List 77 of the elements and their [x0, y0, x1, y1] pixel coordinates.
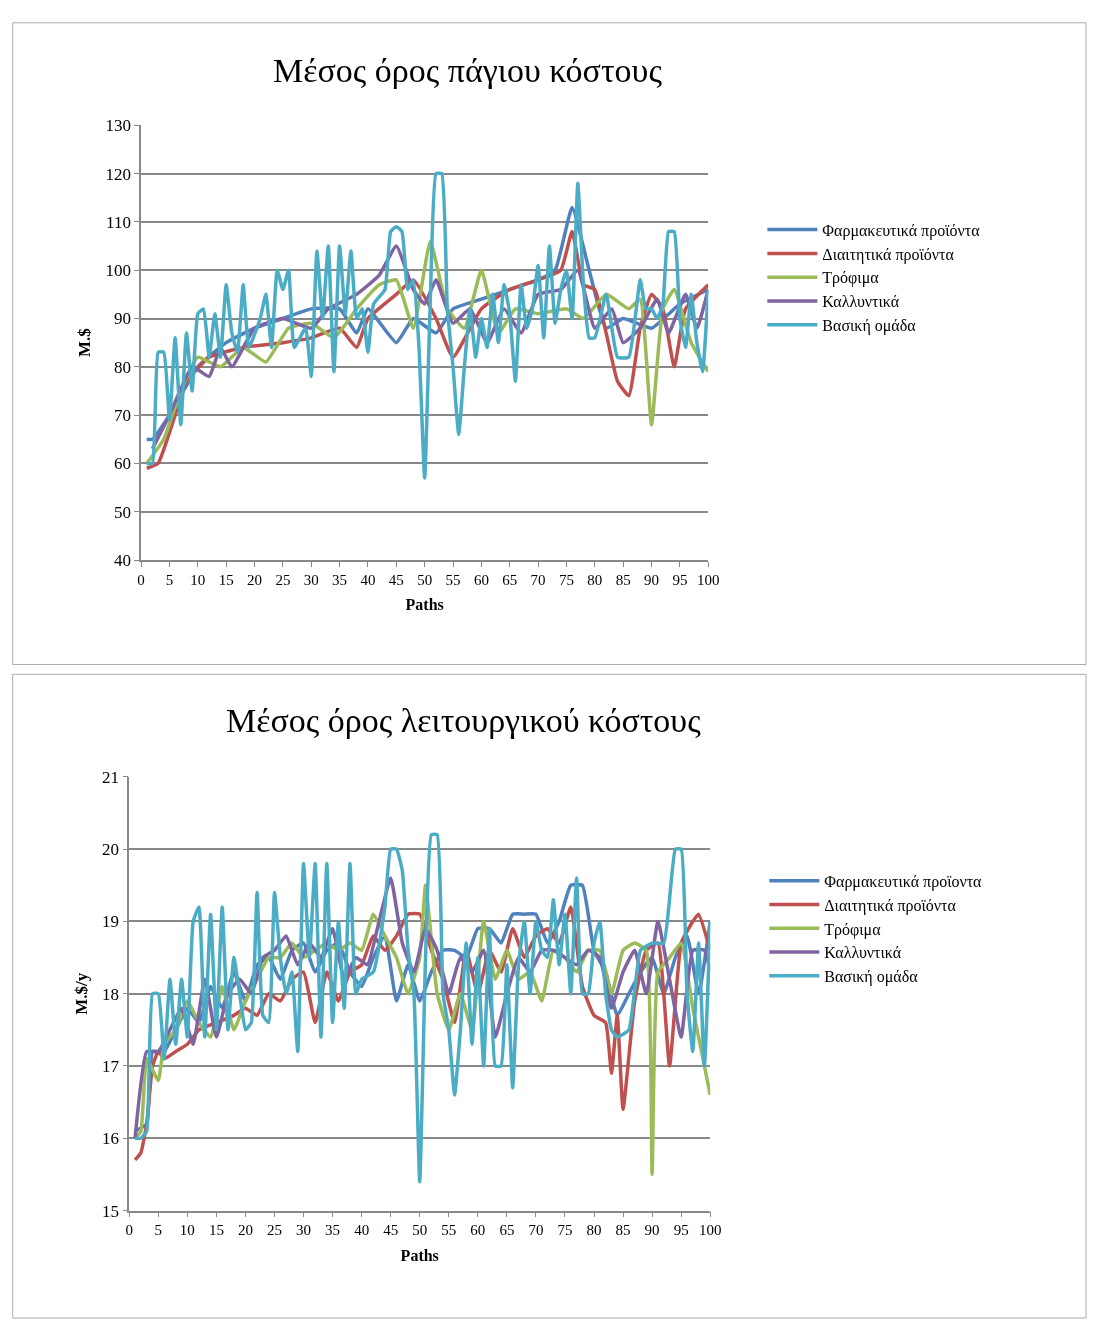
x-tick-label: 35 — [325, 1222, 341, 1239]
x-tick-label: 30 — [296, 1222, 312, 1239]
legend-label: Βασική ομάδα — [824, 968, 919, 987]
x-tick-label: 40 — [360, 571, 376, 588]
legend-label: Καλλυντικά — [822, 293, 900, 311]
x-tick-label: 100 — [698, 1222, 722, 1239]
x-tick-label: 95 — [672, 571, 688, 588]
x-tick-label: 0 — [125, 1222, 134, 1239]
x-tick-label: 20 — [247, 571, 263, 588]
y-tick-label: 17 — [102, 1056, 120, 1076]
x-tick-label: 70 — [528, 1222, 544, 1239]
x-tick-label: 60 — [470, 1222, 486, 1239]
y-tick-label: 21 — [102, 767, 120, 787]
y-tick-label: 90 — [113, 309, 131, 329]
x-tick-label: 10 — [179, 1222, 195, 1239]
y-tick-label: 60 — [113, 454, 131, 474]
y-tick-label: 16 — [102, 1129, 120, 1149]
x-tick-label: 10 — [190, 571, 206, 588]
x-axis-title: Paths — [405, 595, 444, 613]
x-tick-label: 20 — [237, 1222, 253, 1239]
chart-title: Μέσος όρος λειτουργικού κόστους — [226, 702, 702, 739]
x-tick-label: 50 — [417, 571, 433, 588]
x-tick-label: 85 — [615, 1222, 631, 1239]
x-tick-label: 75 — [557, 1222, 573, 1239]
y-tick-label: 50 — [113, 502, 131, 522]
legend-label: Τρόφιμα — [822, 269, 880, 288]
legend-label: Τρόφιμα — [824, 920, 882, 939]
x-tick-label: 90 — [644, 1222, 660, 1239]
y-tick-label: 100 — [105, 261, 131, 281]
x-tick-label: 60 — [473, 571, 489, 588]
x-tick-label: 85 — [615, 571, 631, 588]
y-tick-label: 130 — [105, 116, 131, 136]
x-tick-label: 25 — [267, 1222, 282, 1239]
legend-label: Καλλυντικά — [824, 944, 902, 962]
x-tick-label: 5 — [154, 1222, 163, 1239]
x-tick-label: 55 — [441, 1222, 457, 1239]
x-tick-label: 70 — [530, 571, 546, 588]
x-tick-label: 75 — [558, 571, 574, 588]
y-tick-label: 80 — [113, 357, 131, 377]
x-tick-label: 30 — [303, 571, 319, 588]
x-axis-title: Paths — [400, 1246, 439, 1264]
x-tick-label: 15 — [218, 571, 234, 588]
x-tick-label: 55 — [445, 571, 461, 588]
x-tick-label: 80 — [587, 571, 603, 588]
legend-label: Βασική ομάδα — [822, 317, 917, 336]
y-tick-label: 15 — [102, 1201, 120, 1221]
y-axis-title: M.$ — [75, 327, 95, 358]
x-tick-label: 45 — [388, 571, 404, 588]
x-tick-label: 45 — [383, 1222, 399, 1239]
legend-label: Φαρμακευτικά προϊόντα — [822, 221, 981, 240]
y-tick-label: 110 — [106, 212, 131, 232]
line-series — [145, 171, 709, 480]
y-tick-label: 19 — [102, 912, 120, 932]
x-tick-label: 90 — [644, 571, 660, 588]
x-tick-label: 40 — [354, 1222, 370, 1239]
x-tick-label: 5 — [165, 571, 174, 588]
x-tick-label: 100 — [696, 571, 720, 588]
legend-label: Διαιτητικά προϊόντα — [824, 896, 957, 915]
x-tick-label: 35 — [332, 571, 348, 588]
x-tick-label: 95 — [673, 1222, 689, 1239]
x-tick-label: 15 — [208, 1222, 224, 1239]
x-tick-label: 65 — [499, 1222, 515, 1239]
y-tick-label: 120 — [105, 164, 131, 184]
line-series — [133, 832, 711, 1184]
x-tick-label: 65 — [502, 571, 518, 588]
y-tick-label: 18 — [102, 984, 120, 1004]
legend-label: Διαιτητικά προϊόντα — [822, 245, 955, 264]
x-tick-label: 50 — [412, 1222, 428, 1239]
x-tick-label: 0 — [137, 571, 145, 588]
y-axis-title: M.$/y — [72, 972, 92, 1015]
y-tick-label: 20 — [102, 840, 120, 860]
chart-title: Μέσος όρος πάγιου κόστους — [273, 52, 663, 89]
legend-label: Φαρμακευτικά προϊοντα — [824, 872, 983, 891]
y-tick-label: 40 — [113, 550, 131, 570]
x-tick-label: 25 — [275, 571, 291, 588]
x-tick-label: 80 — [586, 1222, 602, 1239]
y-tick-label: 70 — [113, 406, 131, 426]
